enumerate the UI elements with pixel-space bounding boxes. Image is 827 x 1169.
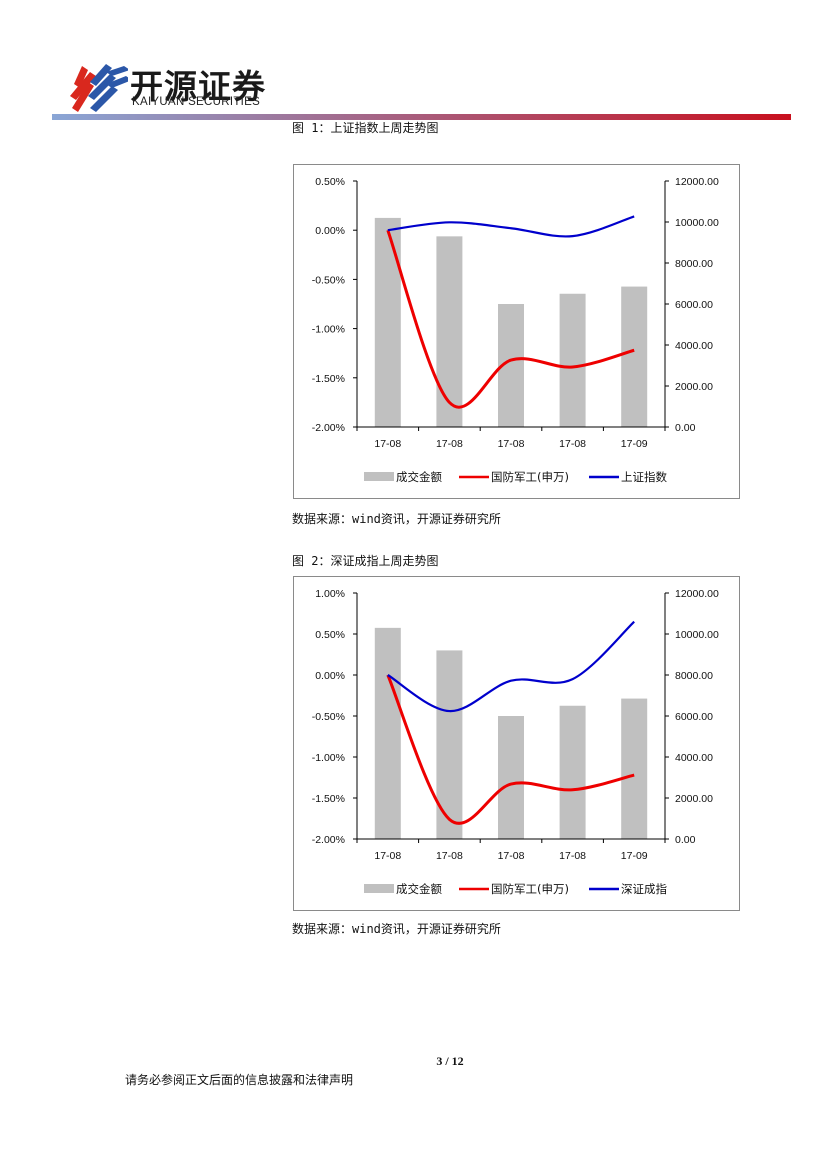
logo-stroke (90, 64, 112, 86)
y-left-tick-label: -0.50% (312, 274, 345, 286)
figure-1-title: 图 1：上证指数上周走势图 (292, 121, 439, 135)
bar (374, 217, 401, 427)
logo-stroke (106, 76, 128, 88)
bar (559, 293, 586, 427)
bar (436, 236, 463, 427)
x-tick-label: 17-08 (498, 438, 525, 450)
disclaimer-text: 请务必参阅正文后面的信息披露和法律声明 (125, 1073, 354, 1087)
y-right-tick-label: 4000.00 (675, 340, 713, 352)
logo-stroke (74, 66, 88, 88)
y-right-tick-label: 2000.00 (675, 381, 713, 393)
bar (374, 627, 401, 839)
y-right-tick-label: 2000.00 (675, 793, 713, 805)
y-right-tick-label: 6000.00 (675, 299, 713, 311)
y-right-tick-label: 12000.00 (675, 176, 719, 188)
figure-2-title: 图 2：深证成指上周走势图 (292, 554, 439, 568)
series-line (387, 215, 635, 238)
figure-2-source: 数据来源：wind资讯，开源证券研究所 (292, 922, 501, 936)
x-tick-label: 17-08 (436, 438, 463, 450)
bar (498, 716, 524, 839)
x-tick-label: 17-08 (559, 438, 586, 450)
x-tick-label: 17-08 (374, 850, 401, 862)
company-logo: 开源证券 KAIYUAN SECURITIES (68, 58, 268, 114)
legend-label: 成交金额 (396, 470, 442, 484)
y-left-tick-label: -1.50% (312, 793, 345, 805)
bar (621, 286, 648, 427)
kaiyuan-logo-icon (70, 64, 128, 112)
x-tick-label: 17-08 (498, 850, 525, 862)
y-left-tick-label: -1.50% (312, 373, 345, 385)
logo-stroke (106, 66, 128, 76)
x-tick-label: 17-08 (559, 850, 586, 862)
bar (559, 705, 586, 839)
logo-stroke (90, 86, 118, 112)
chart-1: 0.50% 0.00% -0.50% -1.00% -1.50% -2.00% 12000.… (293, 164, 740, 499)
series-line (387, 620, 635, 713)
x-tick-label: 17-09 (621, 850, 648, 862)
y-right-tick-label: 8000.00 (675, 670, 713, 682)
y-left-tick-label: -2.00% (312, 834, 345, 846)
series-line (386, 674, 635, 825)
legend-label: 成交金额 (396, 882, 442, 896)
header-rule (52, 114, 791, 120)
logo-stroke (70, 72, 96, 100)
legend-swatch (364, 884, 394, 893)
y-right-tick-label: 12000.00 (675, 588, 719, 600)
bar (621, 698, 648, 839)
legend-label: 国防军工(申万) (491, 470, 569, 484)
chart-2-plot: 1.00% 0.50% 0.00% -0.50% -1.00% -1.50% -2.00% 1… (312, 588, 719, 896)
chart-1-plot: 0.50% 0.00% -0.50% -1.00% -1.50% -2.00% 12000.… (312, 176, 719, 484)
y-left-tick-label: 0.50% (315, 629, 345, 641)
y-left-tick-label: 0.00% (315, 225, 345, 237)
figure-1-source: 数据来源：wind资讯，开源证券研究所 (292, 512, 501, 526)
page-number: 3 / 12 (436, 1054, 464, 1068)
logo-stroke (72, 82, 94, 112)
x-tick-label: 17-08 (374, 438, 401, 450)
bar (436, 650, 463, 839)
logo-stroke (88, 74, 116, 100)
y-left-tick-label: -0.50% (312, 711, 345, 723)
series-line (386, 229, 635, 409)
legend-label: 国防军工(申万) (491, 882, 569, 896)
y-right-tick-label: 0.00 (675, 834, 696, 846)
y-left-tick-label: 0.50% (315, 176, 345, 188)
y-right-tick-label: 10000.00 (675, 217, 719, 229)
y-left-tick-label: 0.00% (315, 670, 345, 682)
y-left-tick-label: -1.00% (312, 324, 345, 336)
legend-label: 深证成指 (621, 882, 667, 896)
chart-2: 1.00% 0.50% 0.00% -0.50% -1.00% -1.50% -2.00% 1… (293, 576, 740, 911)
y-right-tick-label: 6000.00 (675, 711, 713, 723)
y-left-tick-label: -2.00% (312, 422, 345, 434)
x-tick-label: 17-08 (436, 850, 463, 862)
x-tick-label: 17-09 (621, 438, 648, 450)
brand-name-cn: 开源证券 (130, 67, 266, 106)
legend-swatch (364, 472, 394, 481)
y-right-tick-label: 4000.00 (675, 752, 713, 764)
y-right-tick-label: 8000.00 (675, 258, 713, 270)
y-left-tick-label: 1.00% (315, 588, 345, 600)
brand-name-en: KAIYUAN SECURITIES (132, 96, 261, 108)
y-right-tick-label: 0.00 (675, 422, 696, 434)
y-right-tick-label: 10000.00 (675, 629, 719, 641)
y-left-tick-label: -1.00% (312, 752, 345, 764)
legend-label: 上证指数 (621, 470, 667, 484)
